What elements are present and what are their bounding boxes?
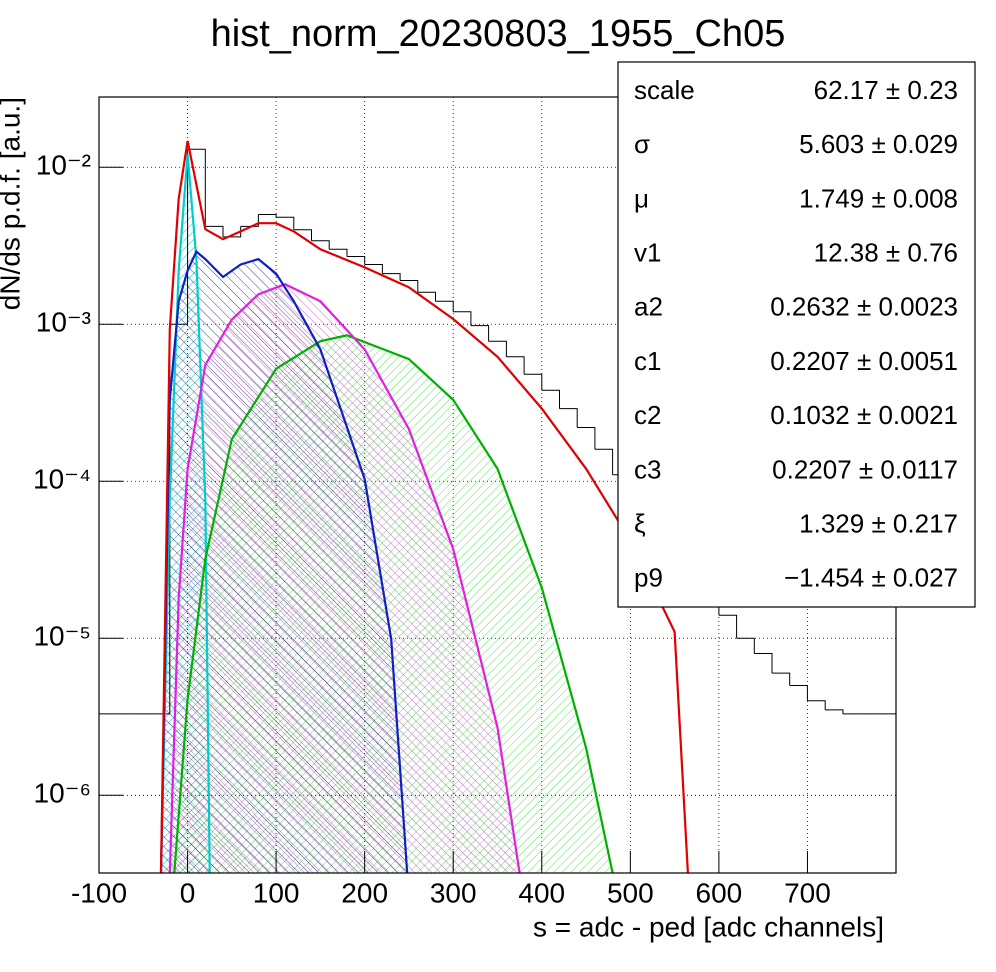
x-tick-label: 400 (518, 877, 565, 908)
stats-box: scale 62.17 ± 0.23 σ 5.603 ± 0.029 μ 1.749 ± … (617, 61, 976, 608)
stats-value: 1.329 ± 0.217 (799, 508, 958, 538)
histogram-bin (187, 148, 206, 227)
histogram-bin (258, 214, 277, 218)
y-axis-title: dN/ds p.d.f. [a.u.] (0, 97, 25, 310)
histogram-bin (807, 700, 826, 710)
chart-title: hist_norm_20230803_1955_Ch05 (211, 13, 786, 55)
histogram-bin (594, 448, 614, 475)
x-tick-label: -100 (71, 877, 127, 908)
stats-value: 0.1032 ± 0.0021 (770, 400, 958, 430)
histogram-bin (240, 214, 259, 227)
stats-value: 62.17 ± 0.23 (814, 75, 958, 105)
histogram-bin (825, 709, 844, 714)
component-fill (161, 251, 408, 873)
histogram-bin (718, 614, 738, 639)
stats-value: 0.2207 ± 0.0051 (770, 346, 958, 376)
stats-value: −1.454 ± 0.027 (784, 563, 958, 593)
histogram-bin (293, 229, 312, 241)
histogram-bin (577, 427, 596, 450)
histogram-bin (205, 225, 224, 237)
stats-name: ξ (634, 508, 646, 538)
fit-curve (159, 249, 409, 873)
y-tick-label: 10⁻³ (36, 307, 91, 338)
stats-name: c3 (634, 454, 661, 484)
histogram-bin (488, 340, 507, 357)
histogram-bin (329, 248, 348, 257)
stats-name: p9 (634, 563, 663, 593)
stats-name: c1 (634, 346, 661, 376)
fit-curve (159, 154, 211, 873)
axes: -100 0 100 200 300 400 500 600 700 10⁻⁶ 10⁻⁵ 10⁻⁴ 10… (33, 150, 831, 909)
histogram-bin (311, 240, 330, 250)
histogram-bin (276, 216, 295, 230)
histogram-bin (382, 273, 401, 281)
histogram-bin (470, 325, 490, 342)
histogram-bin (736, 637, 755, 654)
x-tick-label: 300 (430, 877, 477, 908)
stats-name: c2 (634, 400, 661, 430)
histogram-bin (417, 291, 436, 302)
histogram-bin (453, 311, 472, 326)
histogram-bin (559, 408, 578, 428)
x-tick-label: 600 (696, 877, 743, 908)
stats-value: 1.749 ± 0.008 (799, 183, 958, 213)
y-tick-label: 10⁻⁶ (34, 778, 91, 809)
histogram-bin (506, 356, 525, 375)
histogram-bin (541, 389, 560, 409)
stats-value: 0.2632 ± 0.0023 (770, 292, 958, 322)
stats-frame (617, 61, 976, 608)
plot-area (99, 140, 896, 873)
histogram-bin (400, 280, 419, 293)
histogram-bin (435, 300, 454, 312)
histogram-bin (789, 685, 808, 701)
histogram-bin (347, 256, 366, 265)
histogram-bin (754, 653, 773, 674)
x-tick-label: 700 (784, 877, 831, 908)
stats-value: 5.603 ± 0.029 (799, 129, 958, 159)
histogram-bin (524, 373, 543, 391)
histogram-bin (364, 264, 383, 274)
stats-name: scale (634, 75, 695, 105)
stats-name: a2 (634, 292, 663, 322)
fit-curve (173, 334, 614, 873)
y-tick-label: 10⁻⁵ (33, 621, 91, 652)
stats-value: 0.2207 ± 0.0117 (772, 454, 958, 484)
stats-value: 12.38 ± 0.76 (814, 237, 958, 267)
x-tick-label: 0 (180, 877, 196, 908)
x-axis-title: s = adc - ped [adc channels] (533, 911, 884, 942)
fit-curve (159, 140, 689, 873)
stats-name: σ (634, 129, 650, 159)
x-tick-label: 100 (253, 877, 300, 908)
x-tick-label: 200 (341, 877, 388, 908)
x-tick-label: 500 (607, 877, 654, 908)
fit-curve (168, 283, 521, 873)
y-tick-label: 10⁻² (36, 150, 91, 181)
y-tick-label: 10⁻⁴ (33, 464, 91, 495)
histogram-bin (772, 672, 791, 686)
stats-name: v1 (634, 237, 661, 267)
stats-name: μ (634, 183, 649, 213)
